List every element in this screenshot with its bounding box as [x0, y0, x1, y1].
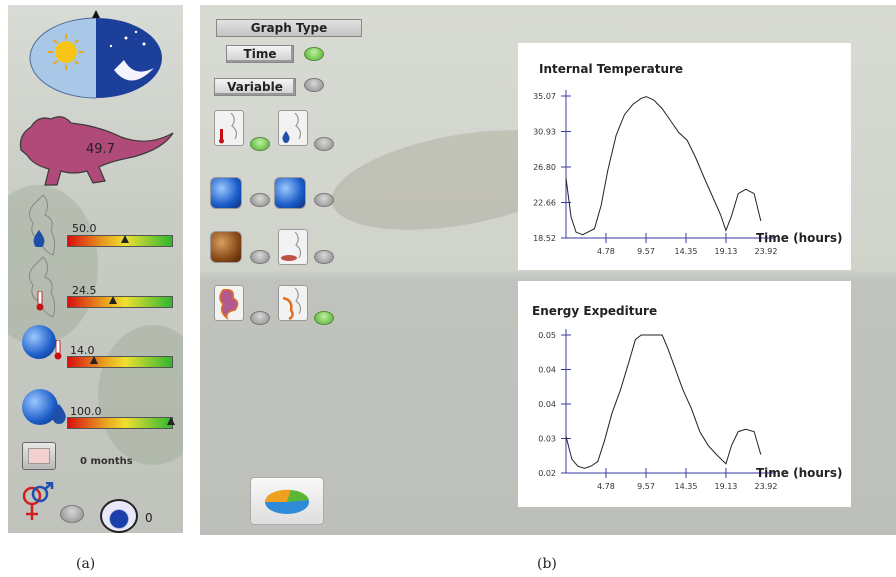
y-tick-label: 26.80: [533, 163, 556, 172]
y-tick-label: 0.05: [538, 331, 556, 340]
x-axis-label: Time (hours): [756, 231, 842, 245]
egg-icon: [100, 499, 138, 533]
y-tick-label: 30.93: [533, 128, 556, 137]
y-tick-label: 0.03: [538, 435, 556, 444]
variable-toggle[interactable]: [304, 78, 324, 92]
env-temperature-meter: [67, 356, 173, 368]
internal-temperature-chart: Internal Temperature 18.52 22.66 26.80 30.9…: [518, 43, 851, 270]
lizard-thermometer-icon[interactable]: [214, 110, 244, 146]
env-humidity-value: 100.0: [70, 405, 102, 418]
env-humidity-marker: [166, 417, 175, 425]
gender-toggle[interactable]: [60, 505, 84, 523]
env-temperature-toggle[interactable]: [250, 193, 270, 207]
day-night-dial-icon: [26, 10, 166, 100]
body-temperature-value: 49.7: [86, 142, 115, 157]
globe-drop-icon: [22, 389, 58, 425]
x-tick-label: 14.35: [675, 482, 698, 491]
chart-plot: 0.02 0.03 0.04 0.04 0.05 4.78 9.57 14.35 19.13 23…: [538, 329, 842, 491]
lizard-outline-icon: [13, 255, 68, 323]
temperature-meter: [67, 296, 173, 308]
offspring-count: 0: [145, 511, 153, 525]
env-temperature-value: 14.0: [70, 344, 95, 357]
lizard-energy-icon[interactable]: [214, 285, 244, 321]
env-temperature-marker: [90, 356, 98, 364]
lizard-water-icon[interactable]: [278, 110, 308, 146]
x-tick-label: 19.13: [714, 482, 737, 491]
chart-title: Internal Temperature: [539, 62, 684, 76]
temperature-marker: [108, 296, 117, 304]
x-tick-label: 9.57: [637, 482, 655, 491]
lizard-substrate-icon[interactable]: [278, 229, 308, 265]
lizard-outline-icon: [13, 193, 68, 261]
x-tick-label: 4.78: [597, 482, 615, 491]
thermometer-icon: [35, 290, 45, 315]
energy-expenditure-chart: Energy Expediture 0.02 0.03 0.04 0.04 0.05 4.…: [518, 281, 851, 507]
chart-plot: 18.52 22.66 26.80 30.93 35.07 4.78 9.57 14.35 19…: [533, 90, 842, 256]
water-drop-icon: [32, 229, 46, 251]
thermometer-icon: [53, 339, 63, 364]
env-humidity-meter: [67, 417, 175, 429]
y-tick-label: 0.04: [538, 366, 556, 375]
pie-chart-icon: [264, 489, 309, 514]
x-tick-label: 23.92: [755, 482, 778, 491]
y-tick-label: 18.52: [533, 234, 556, 243]
substrate-toggle[interactable]: [314, 250, 334, 264]
caption-b: (b): [537, 556, 557, 572]
internal-water-toggle[interactable]: [314, 137, 334, 151]
caption-a: (a): [76, 556, 96, 572]
x-axis-label: Time (hours): [756, 466, 842, 480]
globe-thermometer-icon[interactable]: [210, 177, 242, 209]
simulation-status-panel: 49.7 50.0 24.5 14.0 100.0 0 months 0: [8, 5, 183, 533]
x-tick-label: 19.13: [714, 247, 737, 256]
humidity-meter: [67, 235, 173, 247]
x-tick-label: 4.78: [597, 247, 615, 256]
x-tick-label: 14.35: [675, 247, 698, 256]
lizard-energy-expenditure-icon[interactable]: [278, 285, 308, 321]
internal-temperature-toggle[interactable]: [250, 137, 270, 151]
months-label: 0 months: [80, 456, 133, 467]
energy-expenditure-toggle[interactable]: [314, 311, 334, 325]
env-humidity-toggle[interactable]: [314, 193, 334, 207]
variable-button[interactable]: Variable: [214, 78, 296, 96]
humidity-value: 50.0: [72, 222, 97, 235]
gender-icon[interactable]: [20, 481, 54, 530]
y-tick-label: 35.07: [533, 92, 556, 101]
globe-thermometer-icon: [22, 325, 56, 359]
humidity-marker: [121, 235, 130, 243]
soil-thermometer-icon[interactable]: [210, 231, 242, 263]
energy-toggle[interactable]: [250, 311, 270, 325]
x-tick-label: 9.57: [637, 247, 655, 256]
calendar-icon: [22, 442, 56, 470]
globe-drop-icon[interactable]: [274, 177, 306, 209]
soil-temperature-toggle[interactable]: [250, 250, 270, 264]
plot-button[interactable]: [250, 477, 324, 525]
graph-panel: Graph Type Time Variable Internal Temper…: [200, 5, 896, 535]
series-line: [565, 96, 762, 236]
background-foliage: [98, 325, 183, 465]
time-button[interactable]: Time: [226, 45, 294, 63]
y-tick-label: 22.66: [533, 199, 556, 208]
temperature-value: 24.5: [72, 284, 97, 297]
chart-title: Energy Expediture: [532, 304, 658, 318]
y-tick-label: 0.04: [538, 400, 556, 409]
graph-type-header: Graph Type: [216, 19, 362, 37]
series-line: [565, 334, 762, 469]
x-tick-label: 23.92: [755, 247, 778, 256]
time-toggle[interactable]: [304, 47, 324, 61]
water-drop-icon: [50, 403, 68, 429]
lizard-icon: [13, 105, 181, 190]
y-tick-label: 0.02: [538, 469, 556, 478]
